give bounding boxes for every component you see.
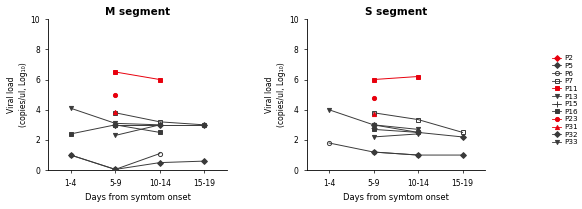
Y-axis label: Viral load
(copies/ul, Log₁₀): Viral load (copies/ul, Log₁₀) bbox=[7, 62, 28, 127]
Y-axis label: Viral load
(copies/ul, Log₁₀): Viral load (copies/ul, Log₁₀) bbox=[265, 62, 286, 127]
Title: M segment: M segment bbox=[105, 7, 170, 17]
Legend: P2, P5, P6, P7, P11, P13, P15, P16, P23, P31, P32, P33: P2, P5, P6, P7, P11, P13, P15, P16, P23,… bbox=[552, 55, 579, 146]
Title: S segment: S segment bbox=[365, 7, 427, 17]
X-axis label: Days from symtom onset: Days from symtom onset bbox=[84, 193, 190, 202]
X-axis label: Days from symtom onset: Days from symtom onset bbox=[343, 193, 449, 202]
